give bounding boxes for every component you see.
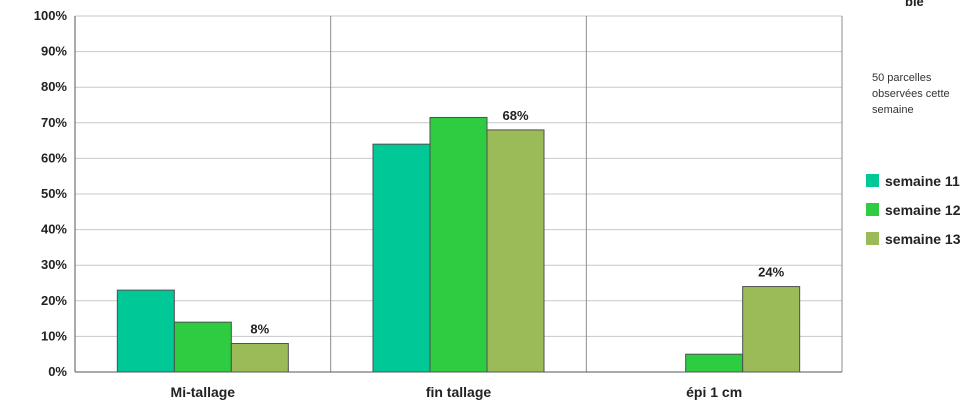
y-tick-label: 70% — [41, 115, 67, 130]
chart-corner-title: blé — [905, 0, 924, 9]
y-tick-label: 10% — [41, 328, 67, 343]
axes — [74, 16, 842, 373]
bar — [685, 353, 744, 373]
observation-note: 50 parcelles observées cette semaine — [872, 72, 950, 116]
data-label: 68% — [502, 108, 528, 123]
bar — [372, 143, 431, 373]
bar — [173, 321, 232, 373]
bar — [742, 286, 801, 373]
y-tick-label: 20% — [41, 293, 67, 308]
y-tick-label: 30% — [41, 257, 67, 272]
y-tick-label: 90% — [41, 44, 67, 59]
bar — [230, 343, 289, 373]
y-axis-ticks: 0% 10% 20% 30% 40% 50% 60% 70% 80% 90% 100% — [34, 8, 68, 379]
bar — [429, 116, 488, 373]
legend-swatch-semaine-11 — [866, 174, 879, 187]
bar — [116, 289, 175, 373]
data-label: 8% — [250, 322, 269, 337]
y-tick-label: 0% — [48, 364, 67, 379]
legend-swatch-semaine-12 — [866, 203, 879, 216]
y-tick-label: 40% — [41, 222, 67, 237]
y-tick-label: 60% — [41, 150, 67, 165]
legend-label: semaine 12 — [885, 201, 961, 218]
y-tick-label: 100% — [34, 8, 68, 23]
y-tick-label: 80% — [41, 79, 67, 94]
legend-item: semaine 13 — [866, 224, 961, 253]
legend-item: semaine 11 — [866, 166, 961, 195]
legend: semaine 11 semaine 12 semaine 13 — [866, 166, 961, 253]
bars — [116, 116, 801, 373]
x-category-label: Mi-tallage — [171, 384, 236, 400]
legend-label: semaine 11 — [885, 172, 960, 189]
x-category-label: fin tallage — [426, 384, 492, 400]
legend-swatch-semaine-13 — [866, 232, 879, 245]
data-label: 24% — [758, 265, 784, 280]
x-axis-categories: Mi-tallage fin tallage épi 1 cm — [171, 384, 743, 400]
x-category-label: épi 1 cm — [686, 384, 742, 400]
legend-item: semaine 12 — [866, 195, 961, 224]
data-labels: 8% 68% 24% — [250, 108, 784, 337]
bar — [486, 129, 545, 373]
y-tick-label: 50% — [41, 186, 67, 201]
legend-label: semaine 13 — [885, 230, 961, 247]
